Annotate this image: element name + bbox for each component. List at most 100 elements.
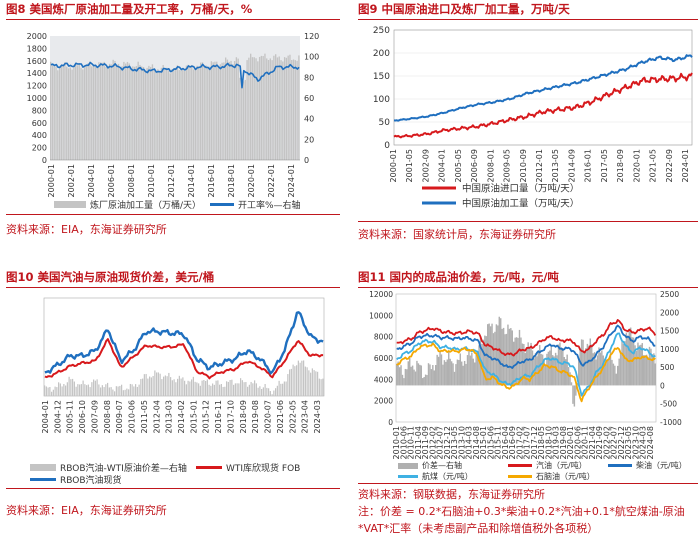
- bar: [108, 387, 110, 396]
- figure-10-legend-rbob-label: RBOB汽油现货: [60, 476, 122, 486]
- bar: [570, 382, 573, 386]
- bar: [112, 389, 114, 396]
- bar: [423, 376, 425, 386]
- bar: [644, 355, 646, 386]
- bar: [593, 352, 596, 386]
- bar: [251, 57, 254, 161]
- bar: [401, 374, 404, 386]
- bar: [410, 366, 412, 386]
- figure-8-legend-line-label: 开工率%—右轴: [238, 201, 301, 211]
- figure-11-legend-spread-label: 价差—右轴: [422, 461, 462, 470]
- bar: [163, 376, 165, 396]
- bar: [229, 380, 231, 396]
- bar: [504, 334, 506, 386]
- y2-tick-label: 0: [304, 156, 309, 165]
- bar: [524, 352, 526, 386]
- bar: [419, 364, 421, 386]
- bar: [147, 378, 149, 396]
- bar: [427, 363, 430, 386]
- bar: [54, 386, 56, 396]
- bar: [203, 66, 205, 160]
- bar: [432, 365, 434, 386]
- bar: [527, 342, 529, 386]
- bar: [622, 344, 625, 386]
- bar: [150, 377, 152, 396]
- bar: [116, 64, 118, 160]
- legend-line-swatch: [508, 464, 532, 467]
- bar: [449, 358, 451, 386]
- bar: [140, 378, 142, 396]
- bar: [213, 384, 215, 396]
- bar: [475, 352, 477, 386]
- bar: [139, 64, 141, 160]
- x-tick-label: 2017-05: [600, 149, 609, 182]
- x-tick-label: 2011-05: [140, 400, 149, 433]
- bar: [70, 379, 72, 396]
- x-tick-label: 2000-01: [389, 149, 398, 182]
- bar: [566, 354, 568, 386]
- bar: [507, 324, 509, 386]
- bar: [420, 365, 422, 386]
- figure-11-chart: 0 2000 4000 6000 8000 10000 12000 -1000 -500 0 500…: [369, 290, 682, 459]
- bar: [129, 383, 131, 396]
- bar: [101, 62, 104, 160]
- bar: [71, 69, 73, 160]
- bar: [198, 66, 200, 160]
- bar: [132, 66, 134, 160]
- legend-line-swatch: [608, 464, 632, 467]
- bar: [278, 56, 280, 160]
- bar: [185, 65, 188, 160]
- x-tick-label: 2012-01: [167, 164, 176, 197]
- bar: [430, 369, 433, 386]
- legend-bar-swatch: [30, 464, 56, 471]
- bar: [182, 377, 184, 396]
- bar: [243, 382, 245, 396]
- bar: [146, 67, 148, 160]
- x-tick-label: 2020-01: [632, 149, 641, 182]
- x-tick-label: 2018-01: [227, 164, 236, 197]
- bar: [151, 64, 154, 160]
- bar: [634, 345, 636, 386]
- y-tick-label: 2000: [27, 32, 47, 41]
- bar: [205, 380, 207, 396]
- bar: [559, 342, 561, 386]
- bar: [292, 59, 295, 160]
- bar: [119, 385, 121, 396]
- bar: [160, 67, 163, 160]
- x-tick-label: 2023-04: [301, 400, 310, 433]
- bar: [502, 327, 505, 386]
- bar: [557, 344, 560, 386]
- bar: [435, 365, 437, 386]
- bar: [137, 61, 139, 161]
- x-tick-label: 2019-03: [552, 426, 561, 459]
- x-tick-label: 2019-08: [251, 400, 260, 433]
- x-tick-label: 2010-11: [407, 426, 416, 459]
- y2-tick-label: -500: [660, 400, 677, 409]
- y-tick-label: 400: [32, 131, 47, 140]
- bar: [296, 365, 298, 396]
- bar: [148, 65, 150, 160]
- bar: [121, 384, 123, 396]
- bar: [189, 66, 191, 160]
- bar: [208, 66, 211, 160]
- bar: [429, 364, 431, 386]
- bar: [514, 337, 516, 386]
- bar: [198, 383, 200, 396]
- bar: [210, 385, 212, 396]
- bar: [518, 329, 521, 386]
- bar: [406, 369, 408, 386]
- bar: [124, 389, 126, 396]
- bar: [194, 69, 196, 160]
- figure-9-title-text: 中国原油进口及炼厂加工量，万吨/天: [381, 2, 570, 16]
- bar: [484, 335, 486, 386]
- bar: [645, 354, 648, 386]
- bar: [133, 66, 136, 160]
- bar: [196, 65, 198, 160]
- bar: [495, 324, 498, 386]
- bar: [537, 351, 539, 386]
- bar: [485, 336, 487, 386]
- bar: [59, 383, 61, 396]
- figure-11-legend-diesel-label: 柴油（元/吨）: [636, 461, 687, 470]
- x-tick-label: 2014-02: [177, 400, 186, 433]
- bar: [203, 379, 205, 396]
